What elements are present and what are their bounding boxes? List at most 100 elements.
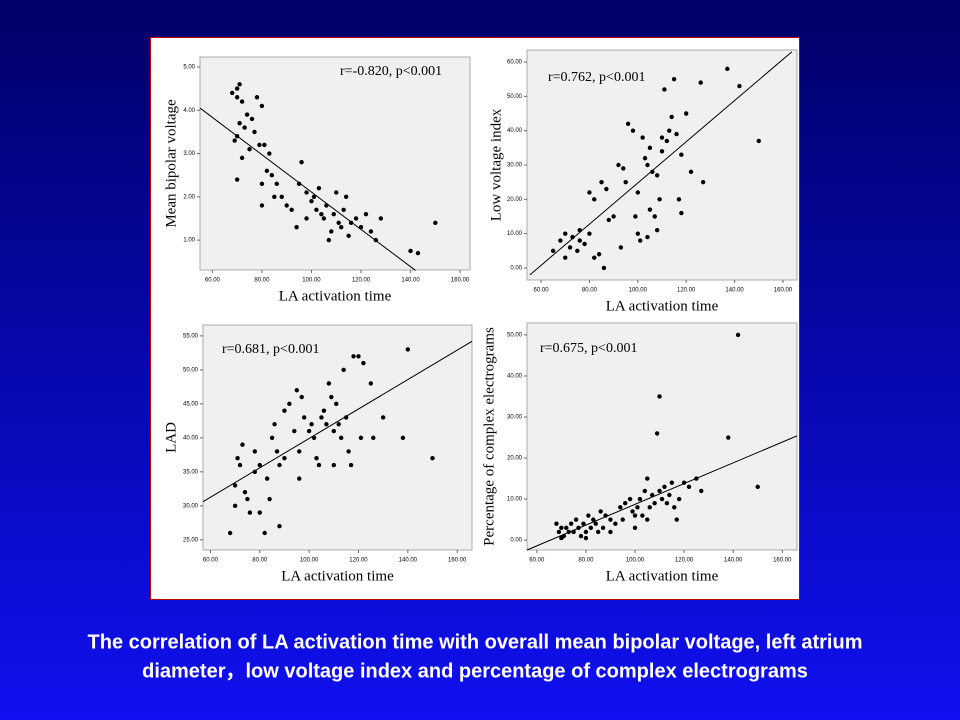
data-point: [249, 116, 255, 122]
y-tick-label: 30.00: [507, 415, 523, 421]
x-tick-label: 60.00: [203, 558, 219, 564]
data-point: [616, 162, 621, 168]
data-point: [657, 394, 662, 399]
data-point: [239, 99, 245, 104]
data-point: [582, 241, 587, 247]
y-tick-label: 0.00: [510, 538, 522, 544]
data-point: [341, 207, 346, 213]
y-tick-label: 55.00: [183, 333, 199, 339]
data-point: [587, 231, 592, 236]
data-point: [632, 525, 638, 531]
data-point: [625, 121, 631, 127]
plot-area: [202, 324, 473, 551]
y-tick-label: 10.00: [507, 497, 523, 503]
data-point: [331, 211, 336, 217]
data-point: [252, 129, 257, 135]
x-tick-label: 120.00: [352, 278, 371, 284]
data-point: [380, 415, 386, 420]
data-point: [264, 476, 270, 481]
y-tick-label: 40.00: [507, 128, 523, 134]
x-tick-label: 60.00: [534, 288, 550, 294]
data-point: [635, 505, 640, 510]
data-point: [645, 162, 650, 168]
data-point: [326, 237, 332, 243]
data-point: [558, 238, 563, 243]
data-point: [601, 265, 607, 271]
data-point: [321, 216, 327, 221]
data-point: [262, 530, 267, 536]
data-point: [257, 462, 262, 468]
x-tick-label: 80.00: [252, 558, 268, 564]
data-point: [400, 435, 406, 441]
data-point: [599, 179, 604, 185]
data-point: [700, 179, 706, 185]
data-point: [632, 513, 638, 518]
data-point: [650, 169, 655, 175]
data-point: [635, 190, 641, 195]
y-axis-label: Mean bipolar voltage: [163, 99, 179, 228]
x-tick-label: 80.00: [254, 278, 270, 284]
data-point: [242, 125, 247, 130]
data-point: [297, 449, 302, 454]
data-point: [234, 177, 240, 182]
data-point: [415, 250, 421, 256]
data-point: [645, 476, 650, 481]
data-point: [652, 214, 657, 219]
data-point: [227, 530, 233, 536]
y-tick-label: 5.00: [183, 65, 195, 71]
data-point: [279, 194, 284, 200]
data-point: [573, 517, 579, 522]
x-tick-label: 140.00: [724, 558, 743, 564]
data-point: [242, 490, 248, 495]
data-point: [698, 80, 703, 85]
data-point: [309, 422, 314, 427]
data-point: [595, 529, 601, 535]
y-tick-label: 35.00: [183, 469, 199, 475]
data-point: [368, 381, 374, 386]
y-tick-label: 30.00: [507, 163, 523, 169]
data-point: [299, 160, 304, 165]
data-point: [336, 422, 341, 427]
data-point: [645, 517, 650, 522]
data-point: [239, 155, 245, 161]
data-point: [679, 210, 684, 216]
data-point: [652, 501, 657, 506]
y-tick-label: 30.00: [183, 503, 199, 509]
data-point: [408, 248, 413, 254]
x-tick-label: 100.00: [300, 558, 319, 564]
data-point: [645, 234, 650, 240]
data-point: [664, 501, 670, 506]
data-point: [659, 135, 665, 140]
data-point: [244, 112, 250, 117]
data-point: [592, 197, 597, 202]
fit-line: [202, 340, 473, 503]
y-tick-label: 40.00: [507, 374, 523, 380]
data-point: [343, 415, 349, 420]
y-tick-label: 4.00: [183, 108, 195, 114]
data-point: [319, 415, 324, 420]
data-point: [659, 149, 665, 154]
data-point: [321, 408, 327, 413]
data-point: [356, 354, 361, 359]
data-point: [559, 535, 564, 541]
data-point: [568, 521, 574, 526]
data-point: [269, 172, 275, 178]
data-point: [554, 521, 559, 526]
data-point: [640, 513, 645, 518]
y-tick-label: 25.00: [183, 537, 199, 543]
data-point: [667, 492, 672, 498]
data-point: [563, 231, 568, 236]
data-point: [583, 529, 589, 535]
data-point: [630, 509, 635, 514]
data-point: [604, 186, 609, 192]
data-point: [669, 480, 675, 485]
y-tick-label: 40.00: [183, 435, 199, 441]
x-tick-label: 80.00: [578, 558, 594, 564]
data-point: [232, 503, 238, 509]
data-point: [608, 529, 613, 535]
data-point: [578, 533, 584, 539]
data-point: [314, 207, 319, 213]
data-point: [583, 535, 589, 541]
data-point: [662, 484, 667, 489]
data-point: [637, 496, 643, 502]
